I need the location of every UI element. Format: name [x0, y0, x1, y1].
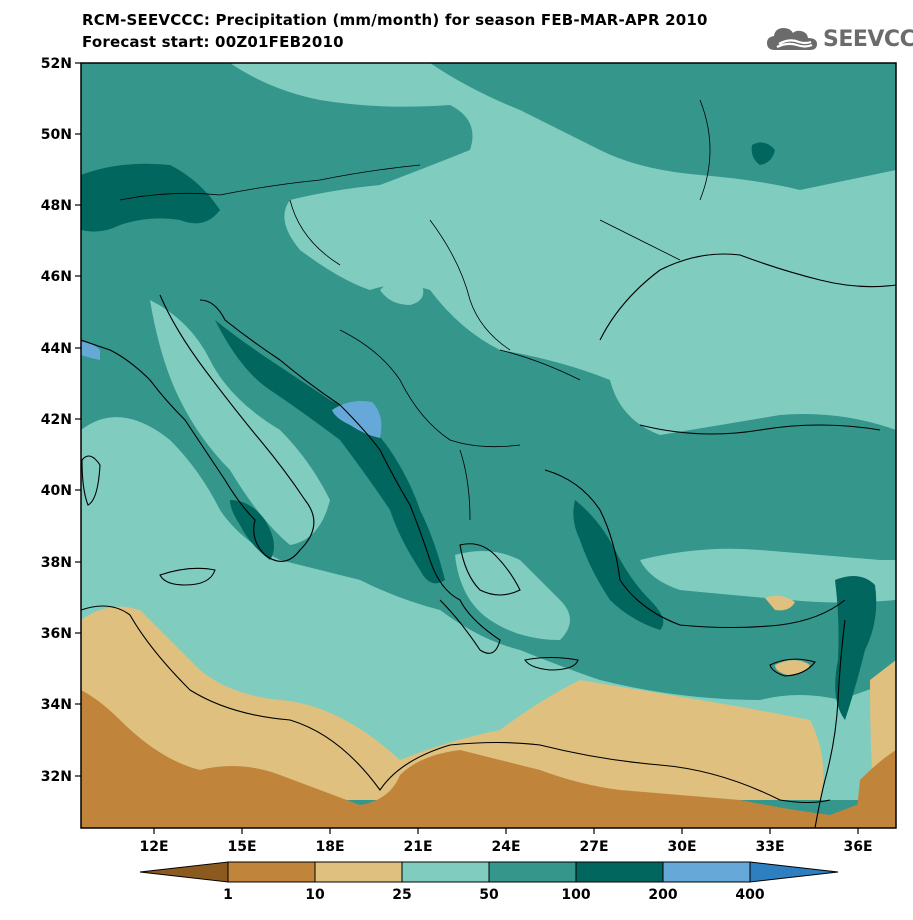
colorbar-segment	[488, 861, 577, 883]
seevccc-logo: SEEVCCC	[765, 24, 913, 54]
field-200-400-montenegro	[332, 401, 382, 438]
lat-label: 42N	[41, 412, 72, 428]
field-100-200-italy	[230, 500, 274, 560]
field-100-200-adriatic	[215, 320, 445, 584]
field-1-10-africa	[81, 690, 896, 828]
field-25-50-anatolia	[640, 548, 896, 603]
colorbar-segment	[575, 861, 664, 883]
lon-label: 21E	[403, 839, 432, 855]
lon-label: 30E	[667, 839, 696, 855]
lon-label: 18E	[315, 839, 344, 855]
colorbar-segment	[314, 861, 403, 883]
lat-label: 32N	[41, 769, 72, 785]
lat-label: 38N	[41, 555, 72, 571]
field-100-200-aegean	[573, 500, 664, 630]
crete-coast	[524, 656, 579, 671]
lat-label: 44N	[41, 341, 72, 357]
colorbar-segment	[662, 861, 751, 883]
axis-ticks	[75, 62, 859, 834]
lat-label: 50N	[41, 127, 72, 143]
sicily-coast	[159, 567, 216, 586]
lat-label: 46N	[41, 269, 72, 285]
colorbar-segment	[227, 861, 316, 883]
map-title: RCM-SEEVCCC: Precipitation (mm/month) fo…	[82, 11, 708, 29]
field-1-10-east	[855, 750, 896, 828]
colorbar-label: 200	[648, 887, 677, 903]
cyprus-coast	[769, 658, 816, 677]
balkan-coast	[199, 299, 501, 654]
lon-label: 33E	[755, 839, 784, 855]
cloud-icon	[767, 28, 817, 50]
field-25-50-italy	[150, 300, 330, 545]
italy-coast	[81, 294, 315, 562]
lon-label: 36E	[843, 839, 872, 855]
sardinia-coast	[81, 455, 101, 506]
lat-label: 52N	[41, 56, 72, 72]
africa-coast	[81, 605, 831, 804]
lat-label: 40N	[41, 483, 72, 499]
black-sea-coast	[599, 253, 896, 435]
lon-label: 27E	[579, 839, 608, 855]
colorbar-segment	[139, 861, 229, 883]
field-25-50-north	[230, 63, 896, 435]
field-10-25-turkey	[765, 595, 795, 611]
colorbar-label: 10	[305, 887, 325, 903]
lat-label: 34N	[41, 697, 72, 713]
coastlines	[81, 99, 896, 828]
map-frame	[80, 62, 897, 829]
colorbar-label: 50	[479, 887, 499, 903]
turkey-coast	[544, 469, 846, 629]
lon-label: 15E	[227, 839, 256, 855]
country-borders	[119, 99, 711, 521]
levant-coast	[814, 619, 846, 828]
colorbar-label: 100	[561, 887, 590, 903]
latitude-labels: 52N 50N 48N 46N 44N 42N 40N 38N 36N 34N …	[41, 56, 72, 785]
field-25-50-balkan	[380, 276, 424, 305]
colorbar-label: 1	[223, 887, 233, 903]
longitude-labels: 12E 15E 18E 21E 24E 27E 30E 33E 36E	[139, 839, 872, 855]
forecast-start-label: Forecast start: 00Z01FEB2010	[82, 33, 344, 51]
lon-label: 12E	[139, 839, 168, 855]
lat-label: 36N	[41, 626, 72, 642]
logo-text: SEEVCCC	[823, 27, 913, 52]
field-10-25-africa	[81, 606, 824, 800]
field-10-25-cyprus	[775, 660, 810, 675]
field-200-400-alps	[81, 342, 100, 360]
field-25-50-aegean	[455, 551, 570, 640]
colorbar-segment	[401, 861, 490, 883]
colorbar: 1 10 25 50 100 200 400	[139, 861, 839, 903]
greece-coast	[459, 543, 521, 596]
colorbar-label: 400	[735, 887, 764, 903]
field-100-200-levant	[835, 576, 877, 720]
colorbar-label: 25	[392, 887, 411, 903]
field-100-200-north	[81, 163, 220, 232]
lon-label: 24E	[491, 839, 520, 855]
lat-label: 48N	[41, 198, 72, 214]
field-100-200-ukraine	[751, 142, 775, 165]
colorbar-segment	[749, 861, 839, 883]
map-field	[81, 63, 896, 828]
